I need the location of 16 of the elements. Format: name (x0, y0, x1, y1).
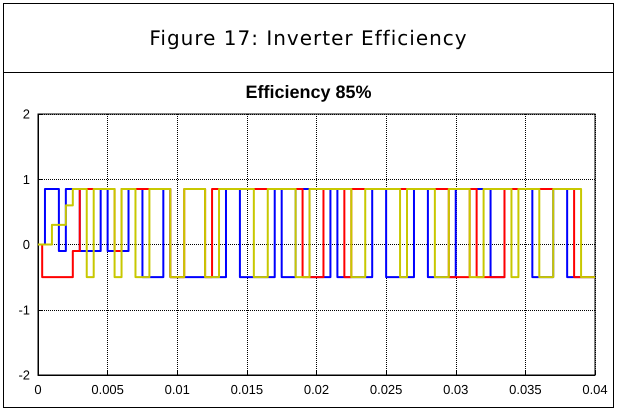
y-tick-label: 0 (22, 237, 30, 252)
x-tick-label: 0.015 (230, 382, 264, 397)
chart-title: Figure 17: Inverter Efficiency (4, 4, 613, 73)
y-tick-label: 1 (22, 172, 30, 187)
x-tick-label: 0.02 (304, 382, 330, 397)
x-tick-label: 0.005 (91, 382, 124, 397)
x-tick-label: 0.01 (164, 382, 190, 397)
x-tick-label: 0.04 (582, 382, 608, 397)
x-tick-label: 0.035 (509, 382, 542, 397)
x-tick-label: 0.025 (370, 382, 402, 397)
x-tick-label: 0 (34, 382, 42, 397)
x-tick-label: 0.03 (443, 382, 468, 397)
y-tick-label: -2 (18, 368, 30, 382)
y-tick-label: 2 (22, 106, 30, 122)
y-tick-label: -1 (18, 302, 30, 318)
chart-subtitle: Efficiency 85% (245, 82, 372, 102)
